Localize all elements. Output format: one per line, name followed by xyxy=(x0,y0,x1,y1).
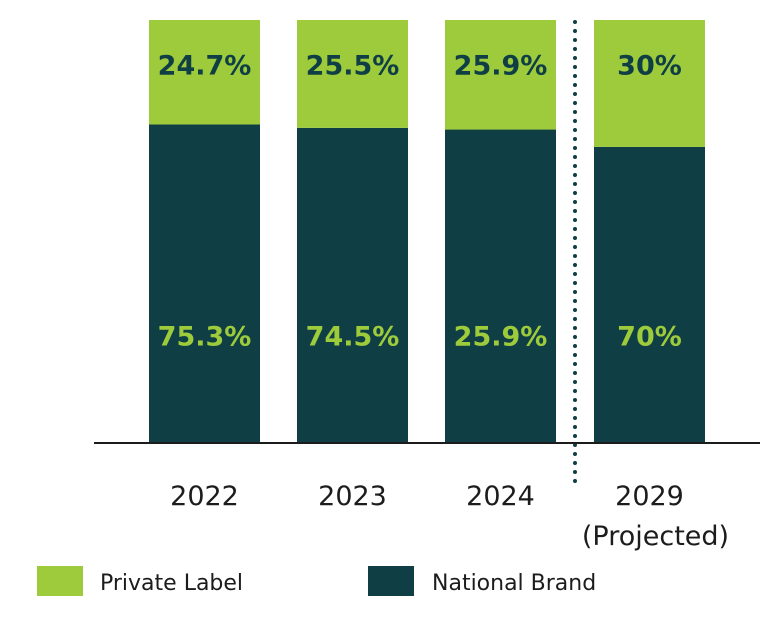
bar-national-brand-2024 xyxy=(445,129,556,443)
bar-private-label-2023 xyxy=(297,20,408,128)
data-label-private-label-2029: 30% xyxy=(617,51,682,82)
x-tick-sublabel-2029: (Projected) xyxy=(582,521,729,552)
legend: Private Label National Brand xyxy=(37,566,596,596)
legend-label-national-brand: National Brand xyxy=(432,571,596,596)
data-label-national-brand-2023: 74.5% xyxy=(306,322,400,353)
bar-national-brand-2022 xyxy=(149,124,260,443)
bars-group: 24.7% 75.3% 25.5% 74.5% 25.9% 25.9% 30% 70% xyxy=(149,20,705,444)
data-label-private-label-2022: 24.7% xyxy=(158,51,252,82)
legend-swatch-national-brand xyxy=(368,566,414,596)
x-tick-label-2023: 2023 xyxy=(318,481,387,512)
data-label-national-brand-2024: 25.9% xyxy=(454,322,548,353)
data-label-national-brand-2029: 70% xyxy=(617,322,682,353)
data-label-national-brand-2022: 75.3% xyxy=(158,322,252,353)
bar-private-label-2029 xyxy=(594,20,705,147)
bar-national-brand-2023 xyxy=(297,127,408,444)
x-tick-labels: 2022 2023 2024 2029 (Projected) xyxy=(170,481,729,552)
data-label-private-label-2024: 25.9% xyxy=(454,51,548,82)
bar-private-label-2024 xyxy=(445,20,556,130)
x-tick-label-2022: 2022 xyxy=(170,481,239,512)
data-label-private-label-2023: 25.5% xyxy=(306,51,400,82)
legend-swatch-private-label xyxy=(37,566,83,596)
legend-label-private-label: Private Label xyxy=(100,571,243,596)
bar-private-label-2022 xyxy=(149,20,260,125)
bar-national-brand-2029 xyxy=(594,146,705,443)
x-tick-label-2024: 2024 xyxy=(466,481,535,512)
x-tick-label-2029: 2029 xyxy=(615,481,684,512)
